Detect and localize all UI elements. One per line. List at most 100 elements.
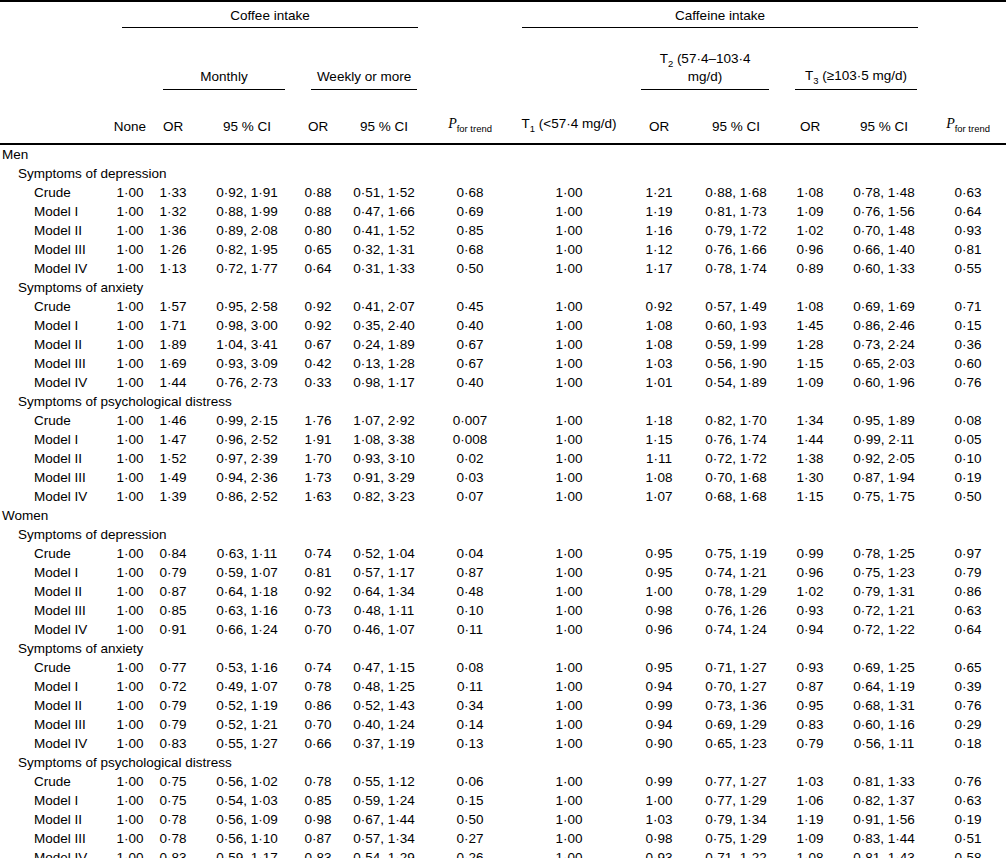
- ci-column-header: 95 % CI: [338, 90, 430, 144]
- row-label: Model II: [0, 582, 110, 601]
- cell-value: 0·31, 1·33: [338, 259, 430, 278]
- cell-value: 0·64: [930, 202, 1006, 221]
- weekly-label: Weekly or more: [311, 69, 417, 90]
- cell-value: 0·98: [628, 829, 690, 848]
- or-column-header: OR: [782, 90, 838, 144]
- cell-value: 0·76: [930, 696, 1006, 715]
- cell-value: 1·00: [628, 582, 690, 601]
- caffeine-intake-group-header: Caffeine intake: [510, 1, 930, 36]
- coffee-intake-label: Coffee intake: [122, 2, 418, 28]
- cell-value: 1·89: [150, 335, 196, 354]
- gap-cell: [930, 1, 1006, 36]
- cell-value: 0·79: [150, 696, 196, 715]
- cell-value: 0·68: [430, 183, 510, 202]
- row-label: Model III: [0, 601, 110, 620]
- cell-value: 1·00: [110, 316, 150, 335]
- row-label: Model II: [0, 449, 110, 468]
- cell-value: 0·15: [430, 791, 510, 810]
- cell-value: 1·00: [510, 449, 628, 468]
- row-label: Model II: [0, 221, 110, 240]
- table-row: Crude1·001·460·99, 2·151·761·07, 2·920·0…: [0, 411, 1006, 430]
- caffeine-intake-label: Caffeine intake: [522, 2, 918, 28]
- cell-value: 1·00: [110, 411, 150, 430]
- monthly-header: Monthly: [150, 36, 298, 90]
- cell-value: 1·13: [150, 259, 196, 278]
- or-column-header: OR: [628, 90, 690, 144]
- cell-value: 1·00: [110, 582, 150, 601]
- row-label: Crude: [0, 297, 110, 316]
- or-column-header: OR: [298, 90, 338, 144]
- cell-value: 0·78, 1·29: [690, 582, 782, 601]
- cell-value: 0·67, 1·44: [338, 810, 430, 829]
- cell-value: 1·08: [782, 183, 838, 202]
- cell-value: 1·00: [510, 715, 628, 734]
- table-row: Model IV1·000·830·55, 1·270·660·37, 1·19…: [0, 734, 1006, 753]
- cell-value: 0·92: [298, 582, 338, 601]
- subsection-row: Symptoms of psychological distress: [0, 392, 1006, 411]
- table-row: Model II1·000·790·52, 1·190·860·52, 1·43…: [0, 696, 1006, 715]
- cell-value: 0·64, 1·18: [196, 582, 298, 601]
- table-row: Model III1·000·780·56, 1·100·870·57, 1·3…: [0, 829, 1006, 848]
- cell-value: 0·15: [930, 316, 1006, 335]
- cell-value: 1·00: [510, 658, 628, 677]
- cell-value: 0·81, 1·73: [690, 202, 782, 221]
- cell-value: 0·73: [298, 601, 338, 620]
- cell-value: 0·78, 1·74: [690, 259, 782, 278]
- cell-value: 0·93: [628, 848, 690, 858]
- table-row: Model II1·001·360·89, 2·080·800·41, 1·52…: [0, 221, 1006, 240]
- cell-value: 1·11: [628, 449, 690, 468]
- cell-value: 0·93, 3·10: [338, 449, 430, 468]
- cell-value: 0·07: [430, 487, 510, 506]
- cell-value: 0·57, 1·49: [690, 297, 782, 316]
- cell-value: 0·92, 2·05: [838, 449, 930, 468]
- cell-value: 0·66, 1·24: [196, 620, 298, 639]
- cell-value: 0·14: [430, 715, 510, 734]
- cell-value: 0·40: [430, 373, 510, 392]
- cell-value: 0·56, 1·11: [838, 734, 930, 753]
- row-label: Model IV: [0, 848, 110, 858]
- cell-value: 0·78: [298, 677, 338, 696]
- cell-value: 0·42: [298, 354, 338, 373]
- cell-value: 0·70, 1·48: [838, 221, 930, 240]
- row-label: Model III: [0, 354, 110, 373]
- cell-value: 0·81: [298, 563, 338, 582]
- cell-value: 0·94: [628, 715, 690, 734]
- cell-value: 0·96: [782, 240, 838, 259]
- cell-value: 1·00: [510, 221, 628, 240]
- cell-value: 0·88: [298, 183, 338, 202]
- cell-value: 0·99: [628, 772, 690, 791]
- table-row: Model IV1·001·390·86, 2·521·630·82, 3·23…: [0, 487, 1006, 506]
- cell-value: 1·46: [150, 411, 196, 430]
- cell-value: 0·008: [430, 430, 510, 449]
- cell-value: 0·85: [150, 601, 196, 620]
- cell-value: 1·00: [510, 297, 628, 316]
- cell-value: 0·78: [298, 772, 338, 791]
- cell-value: 1·28: [782, 335, 838, 354]
- row-label: Model IV: [0, 373, 110, 392]
- cell-value: 1·00: [510, 240, 628, 259]
- cell-value: 0·71, 1·27: [690, 658, 782, 677]
- p-trend-column-header: Pfor trend: [930, 90, 1006, 144]
- row-label: Model I: [0, 791, 110, 810]
- row-label: Model III: [0, 468, 110, 487]
- coffee-intake-group-header: Coffee intake: [110, 1, 430, 36]
- cell-value: 1·00: [110, 829, 150, 848]
- cell-value: 1·00: [510, 259, 628, 278]
- cell-value: 1·00: [110, 297, 150, 316]
- cell-value: 0·91, 1·56: [838, 810, 930, 829]
- or-column-header: OR: [150, 90, 196, 144]
- cell-value: 0·93: [782, 601, 838, 620]
- cell-value: 0·27: [430, 829, 510, 848]
- table-row: Crude1·000·750·56, 1·020·780·55, 1·120·0…: [0, 772, 1006, 791]
- cell-value: 0·78, 1·48: [838, 183, 930, 202]
- cell-value: 0·50: [930, 487, 1006, 506]
- cell-value: 0·94, 2·36: [196, 468, 298, 487]
- cell-value: 0·99: [628, 696, 690, 715]
- cell-value: 0·06: [430, 772, 510, 791]
- cell-value: 0·69, 1·29: [690, 715, 782, 734]
- cell-value: 1·00: [510, 316, 628, 335]
- row-label: Model I: [0, 202, 110, 221]
- cell-value: 0·85: [430, 221, 510, 240]
- cell-value: 0·77, 1·27: [690, 772, 782, 791]
- row-label: Model IV: [0, 487, 110, 506]
